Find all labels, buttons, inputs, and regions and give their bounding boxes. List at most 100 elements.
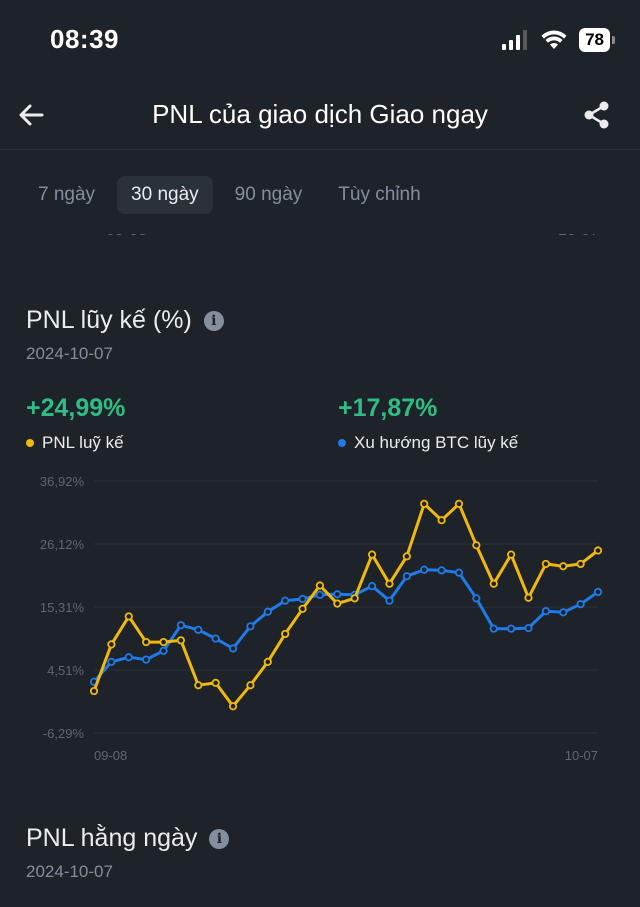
btc-legend-label: Xu hướng BTC lũy kế bbox=[354, 433, 519, 452]
data-point bbox=[507, 624, 516, 633]
data-point bbox=[159, 646, 168, 655]
data-point bbox=[89, 686, 99, 696]
y-tick-label: 4,51% bbox=[47, 663, 84, 678]
cumulative-date: 2024-10-07 bbox=[26, 344, 113, 363]
data-point bbox=[576, 559, 585, 569]
data-point bbox=[593, 546, 603, 555]
data-point bbox=[228, 644, 238, 653]
data-point bbox=[246, 681, 255, 690]
data-point bbox=[524, 593, 533, 602]
pnl-legend: PNL luỹ kế bbox=[26, 433, 125, 453]
data-point bbox=[333, 590, 342, 599]
period-tabs: 7 ngày 30 ngày 90 ngày Tùy chỉnh bbox=[24, 176, 435, 214]
btc-metric: +17,87% Xu hướng BTC lũy kế bbox=[338, 394, 518, 453]
y-tick-label: 36,92% bbox=[40, 474, 85, 489]
status-icons: 78 bbox=[501, 28, 615, 52]
tab-7-days[interactable]: 7 ngày bbox=[38, 184, 96, 205]
status-time: 08:39 bbox=[50, 24, 119, 54]
btc-legend-dot bbox=[338, 439, 346, 447]
data-point bbox=[420, 565, 429, 574]
tab-30-days[interactable]: 30 ngày bbox=[117, 176, 213, 214]
y-tick-label: 26,12% bbox=[40, 537, 85, 552]
data-point bbox=[367, 550, 377, 559]
data-point bbox=[298, 594, 307, 604]
data-point bbox=[489, 624, 498, 633]
daily-date: 2024-10-07 bbox=[26, 862, 113, 881]
data-point bbox=[194, 625, 203, 634]
data-point bbox=[263, 657, 272, 667]
data-point bbox=[107, 657, 116, 667]
info-icon[interactable]: i bbox=[203, 310, 224, 331]
data-point bbox=[524, 623, 533, 633]
data-point bbox=[263, 607, 272, 616]
data-point bbox=[298, 604, 307, 613]
back-arrow-icon[interactable] bbox=[14, 98, 48, 132]
data-point bbox=[385, 596, 394, 605]
data-point bbox=[228, 702, 238, 711]
data-point bbox=[315, 590, 325, 599]
cumulative-pnl-title-text: PNL lũy kế (%) bbox=[26, 306, 192, 334]
data-point bbox=[281, 596, 290, 605]
data-point bbox=[107, 640, 116, 649]
tab-custom[interactable]: Tùy chỉnh bbox=[338, 184, 421, 205]
signal-icon bbox=[502, 30, 528, 50]
daily-pnl-title-text: PNL hằng ngày bbox=[26, 824, 198, 852]
data-point bbox=[246, 622, 255, 631]
clipped-previous-axis: 09-08 10-07 bbox=[0, 234, 640, 246]
data-point bbox=[124, 653, 133, 662]
data-point bbox=[176, 621, 185, 630]
data-point bbox=[559, 608, 568, 617]
data-point bbox=[281, 629, 290, 639]
data-point bbox=[402, 552, 411, 561]
data-point bbox=[211, 678, 220, 688]
y-tick-label: 15,31% bbox=[40, 600, 85, 615]
data-point bbox=[385, 579, 394, 588]
clipped-label-left: 09-08 bbox=[106, 234, 147, 240]
pnl-value: +24,99% bbox=[26, 394, 126, 422]
pnl-metric: +24,99% PNL luỹ kế bbox=[26, 394, 125, 453]
daily-pnl-title: PNL hằng ngày i bbox=[26, 824, 230, 853]
data-point bbox=[420, 499, 429, 508]
data-point bbox=[541, 607, 550, 616]
data-point bbox=[472, 594, 481, 603]
data-point bbox=[593, 587, 603, 597]
cumulative-pnl-chart: 36,92% 26,12% 15,31% 4,51% -6,29% 09-08 10-07 bbox=[40, 474, 603, 763]
data-point bbox=[454, 499, 464, 508]
data-point bbox=[541, 559, 550, 569]
btc-legend: Xu hướng BTC lũy kế bbox=[338, 433, 518, 453]
data-point bbox=[194, 681, 203, 690]
data-point bbox=[142, 637, 151, 647]
data-point bbox=[142, 655, 151, 664]
info-icon[interactable]: i bbox=[209, 828, 230, 849]
wifi-icon bbox=[541, 30, 567, 49]
data-point bbox=[489, 579, 498, 588]
series-line bbox=[92, 502, 600, 708]
btc-value: +17,87% bbox=[338, 394, 438, 422]
data-point bbox=[333, 599, 342, 608]
data-point bbox=[211, 634, 220, 643]
data-point bbox=[437, 566, 446, 575]
y-tick-label: -6,29% bbox=[43, 726, 85, 741]
data-point bbox=[367, 581, 377, 591]
x-tick-label: 09-08 bbox=[94, 748, 127, 763]
data-point bbox=[159, 637, 168, 647]
data-point bbox=[576, 600, 585, 609]
data-point bbox=[402, 572, 411, 581]
battery-indicator: 78 bbox=[579, 28, 615, 52]
data-point bbox=[124, 612, 133, 621]
pnl-legend-label: PNL luỹ kế bbox=[42, 433, 124, 452]
page-title: PNL của giao dịch Giao ngay bbox=[152, 99, 488, 129]
data-point bbox=[350, 594, 359, 603]
data-point bbox=[315, 581, 325, 590]
data-point bbox=[472, 541, 481, 550]
data-point bbox=[176, 636, 185, 645]
data-point bbox=[437, 516, 446, 525]
data-point bbox=[559, 562, 568, 571]
cumulative-pnl-title: PNL lũy kế (%) i bbox=[26, 306, 224, 335]
data-point bbox=[507, 550, 516, 559]
share-icon[interactable] bbox=[582, 100, 612, 130]
x-tick-label: 10-07 bbox=[565, 748, 598, 763]
header: PNL của giao dịch Giao ngay bbox=[0, 80, 640, 150]
pnl-legend-dot bbox=[26, 439, 34, 447]
tab-90-days[interactable]: 90 ngày bbox=[234, 184, 303, 205]
